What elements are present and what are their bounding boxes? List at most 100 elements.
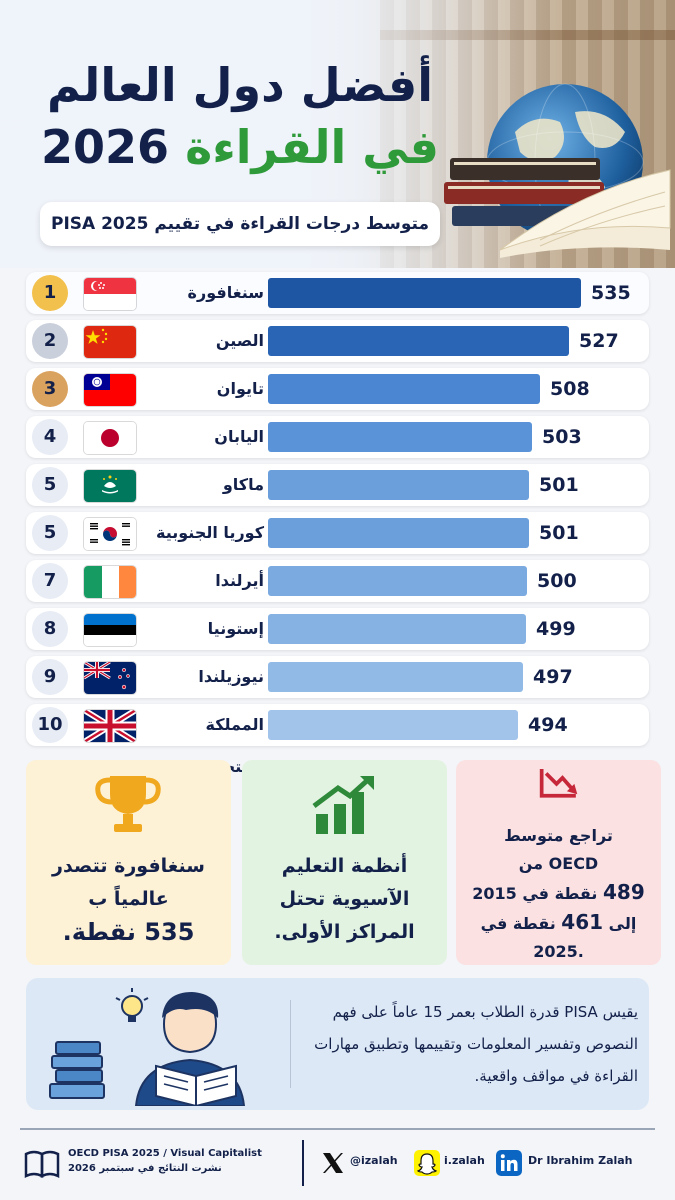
title-year: 2026 bbox=[41, 120, 170, 174]
oecd-card-line3: 489 نقطة في 2015 bbox=[466, 878, 651, 908]
asian-card-text: أنظمة التعليم الآسيوية تحتل المراكز الأو… bbox=[252, 850, 437, 949]
x-icon[interactable] bbox=[320, 1150, 346, 1176]
rank-badge: 8 bbox=[32, 611, 68, 647]
taiwan-flag bbox=[84, 374, 136, 406]
score-bar bbox=[268, 566, 527, 596]
oecd-card-text: تراجع متوسط OECD من 489 نقطة في 2015 إلى… bbox=[466, 822, 651, 966]
snapchat-handle[interactable]: i.zalah bbox=[444, 1154, 485, 1167]
oecd-2015-text: نقطة في 2015 bbox=[472, 884, 598, 903]
score-value: 535 bbox=[591, 282, 631, 304]
footer: OECD PISA 2025 / Visual Capitalist نشرت … bbox=[0, 1130, 675, 1200]
source-line2: نشرت النتائج في سبتمبر 2026 bbox=[68, 1163, 222, 1174]
rank-badge: 3 bbox=[32, 371, 68, 407]
subtitle-pill: متوسط درجات القراءة في تقييم PISA 2025 bbox=[40, 202, 440, 246]
oecd-2025-score: 461 bbox=[561, 910, 604, 934]
country-name: كوريا الجنوبية bbox=[156, 523, 264, 542]
score-value: 499 bbox=[536, 618, 576, 640]
trophy-icon bbox=[95, 776, 161, 832]
asian-card-line3: المراكز الأولى. bbox=[274, 921, 415, 943]
japan-flag bbox=[84, 422, 136, 454]
oecd-card-line5: .2025 bbox=[533, 942, 584, 961]
score-bar bbox=[268, 518, 529, 548]
open-book-icon bbox=[24, 1150, 60, 1178]
estonia-flag bbox=[84, 614, 136, 646]
footer-divider bbox=[302, 1140, 304, 1186]
rank-badge: 5 bbox=[32, 515, 68, 551]
country-name: إستونيا bbox=[207, 619, 264, 638]
south-korea-flag bbox=[84, 518, 136, 550]
decline-chart-icon bbox=[539, 768, 578, 798]
rank-badge: 1 bbox=[32, 275, 68, 311]
singapore-card-line1: سنغافورة تتصدر bbox=[52, 855, 205, 877]
score-bar bbox=[268, 326, 569, 356]
rank-row: 7 أيرلندا 500 bbox=[26, 560, 649, 602]
singapore-card-line2: عالمياً ب bbox=[88, 888, 169, 910]
score-bar bbox=[268, 278, 581, 308]
linkedin-icon[interactable] bbox=[496, 1150, 522, 1176]
rank-badge: 7 bbox=[32, 563, 68, 599]
rank-row: 3 تايوان 508 bbox=[26, 368, 649, 410]
score-value: 494 bbox=[528, 714, 568, 736]
pisa-info-box: يقيس PISA قدرة الطلاب بعمر 15 عاماً على … bbox=[26, 978, 649, 1110]
rank-badge: 9 bbox=[32, 659, 68, 695]
title-highlight: في القراءة bbox=[185, 120, 439, 174]
score-bar bbox=[268, 422, 532, 452]
new-zealand-flag bbox=[84, 662, 136, 694]
singapore-flag bbox=[84, 278, 136, 310]
rank-row: 2 الصين 527 bbox=[26, 320, 649, 362]
country-name: اليابان bbox=[214, 427, 264, 446]
x-handle[interactable]: @izalah bbox=[350, 1154, 398, 1167]
rank-row: 5 ماكاو 501 bbox=[26, 464, 649, 506]
ranking-chart: 1 سنغافورة 535 2 الصين 527 3 تايوان 508 4 اليابان 5… bbox=[0, 268, 675, 776]
score-bar bbox=[268, 470, 529, 500]
score-bar bbox=[268, 374, 540, 404]
country-name: نيوزيلندا bbox=[198, 667, 264, 686]
rank-row: 1 سنغافورة 535 bbox=[26, 272, 649, 314]
oecd-2015-score: 489 bbox=[602, 880, 645, 904]
score-value: 527 bbox=[579, 330, 619, 352]
score-value: 503 bbox=[542, 426, 582, 448]
score-value: 501 bbox=[539, 522, 579, 544]
score-value: 501 bbox=[539, 474, 579, 496]
title-line-1: أفضل دول العالم bbox=[46, 58, 434, 112]
rank-badge: 4 bbox=[32, 419, 68, 455]
asian-card-line2: الآسيوية تحتل bbox=[279, 888, 410, 910]
oecd-to-text: إلى bbox=[608, 914, 637, 933]
singapore-card-text: سنغافورة تتصدر عالمياً ب 535 نقطة. bbox=[36, 850, 221, 949]
snapchat-icon[interactable] bbox=[414, 1150, 440, 1176]
macau-flag bbox=[84, 470, 136, 502]
growth-chart-icon bbox=[312, 776, 374, 834]
rank-badge: 2 bbox=[32, 323, 68, 359]
footer-rule bbox=[20, 1128, 655, 1130]
linkedin-name[interactable]: Dr Ibrahim Zalah bbox=[528, 1154, 633, 1167]
book-stack-icon bbox=[444, 158, 671, 258]
country-name: ماكاو bbox=[222, 475, 264, 494]
rank-row: 8 إستونيا 499 bbox=[26, 608, 649, 650]
country-name: سنغافورة bbox=[187, 283, 264, 302]
hero-banner: أفضل دول العالم في القراءة 2026 متوسط در… bbox=[0, 0, 675, 268]
oecd-decline-card: تراجع متوسط OECD من 489 نقطة في 2015 إلى… bbox=[456, 760, 661, 965]
country-name: أيرلندا bbox=[215, 571, 264, 590]
uk-flag bbox=[84, 710, 136, 742]
oecd-2025-text: نقطة في bbox=[480, 914, 556, 933]
oecd-card-line4: إلى 461 نقطة في bbox=[466, 908, 651, 938]
asian-card-line1: أنظمة التعليم bbox=[281, 855, 408, 877]
rank-row: 9 نيوزيلندا 497 bbox=[26, 656, 649, 698]
source-line1: OECD PISA 2025 / Visual Capitalist bbox=[68, 1148, 262, 1159]
rank-badge: 5 bbox=[32, 467, 68, 503]
oecd-card-line2: OECD من bbox=[518, 854, 599, 873]
score-bar bbox=[268, 614, 526, 644]
info-divider bbox=[290, 1000, 291, 1088]
singapore-card-line3: 535 نقطة. bbox=[62, 918, 195, 946]
rank-row: 4 اليابان 503 bbox=[26, 416, 649, 458]
country-name: المملكة المتحدة bbox=[205, 715, 264, 776]
rank-row: 5 كوريا الجنوبية 501 bbox=[26, 512, 649, 554]
country-name: الصين bbox=[215, 331, 264, 350]
ireland-flag bbox=[84, 566, 136, 598]
singapore-card: سنغافورة تتصدر عالمياً ب 535 نقطة. bbox=[26, 760, 231, 965]
rank-row: 10 المملكة المتحدة 494 bbox=[26, 704, 649, 776]
score-bar bbox=[268, 710, 518, 740]
title-line-2: في القراءة 2026 bbox=[30, 120, 450, 174]
score-bar bbox=[268, 662, 523, 692]
info-text: يقيس PISA قدرة الطلاب بعمر 15 عاماً على … bbox=[314, 1003, 638, 1085]
